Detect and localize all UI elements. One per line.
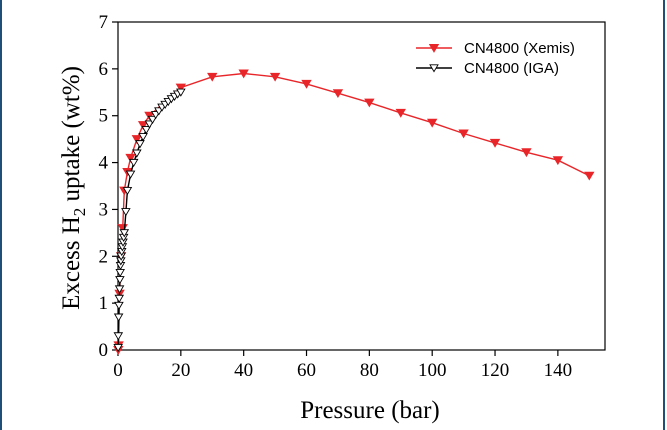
data-point: [269, 72, 281, 82]
x-tick-label: 20: [171, 360, 190, 381]
y-tick-label: 4: [99, 153, 109, 174]
data-point: [521, 148, 532, 158]
series-iga: [113, 88, 186, 353]
series-line: [117, 72, 590, 351]
legend-marker: [428, 44, 440, 53]
data-point: [364, 98, 375, 108]
x-axis-title: Pressure (bar): [300, 397, 440, 424]
data-point: [113, 344, 123, 353]
data-point: [489, 138, 501, 148]
y-axis-title-subscript: 2: [70, 208, 89, 217]
data-point: [332, 89, 344, 99]
data-point: [121, 208, 131, 217]
x-tick-label: 100: [418, 360, 447, 381]
data-point: [128, 158, 139, 168]
y-tick-label: 2: [99, 246, 109, 267]
x-tick-label: 140: [544, 360, 573, 381]
legend-label: CN4800 (IGA): [464, 60, 559, 77]
series-layer: [113, 69, 595, 355]
data-point: [147, 115, 158, 124]
series-xemis: [113, 69, 595, 355]
y-axis-title-part: Excess H: [58, 216, 85, 310]
y-tick-label: 7: [99, 12, 109, 33]
data-point: [113, 313, 124, 322]
y-tick-label: 5: [99, 106, 109, 127]
data-point: [114, 294, 125, 303]
y-tick-label: 3: [99, 199, 109, 220]
data-point: [584, 171, 595, 181]
legend: CN4800 (Xemis) CN4800 (IGA): [416, 40, 575, 77]
data-point: [119, 229, 130, 238]
legend-entry: CN4800 (IGA): [416, 60, 559, 77]
data-point: [238, 69, 249, 79]
legend-entry: CN4800 (Xemis): [416, 40, 575, 57]
data-point: [144, 120, 155, 129]
data-point: [138, 133, 148, 142]
data-point: [125, 153, 136, 163]
data-point: [426, 118, 438, 128]
data-point: [122, 187, 133, 196]
data-point: [207, 72, 218, 82]
data-point: [301, 79, 312, 89]
data-point: [115, 276, 125, 285]
x-tick-label: 60: [297, 360, 316, 381]
data-point: [175, 83, 187, 93]
plot-area-border: [117, 21, 606, 351]
y-tick-label: 6: [99, 59, 109, 80]
x-tick-label: 80: [360, 360, 379, 381]
series-line: [117, 91, 182, 348]
data-point: [113, 332, 124, 341]
data-point: [135, 140, 145, 149]
data-point: [115, 269, 125, 278]
data-point: [114, 301, 124, 310]
x-tick-label: 40: [234, 360, 253, 381]
data-point: [132, 149, 142, 158]
data-point: [137, 121, 149, 130]
data-point: [141, 126, 152, 135]
y-tick-label: 0: [99, 340, 109, 361]
data-point: [552, 156, 564, 166]
legend-marker: [429, 64, 439, 73]
legend-label: CN4800 (Xemis): [464, 40, 575, 57]
y-axis-title-part: uptake (wt%): [58, 66, 85, 208]
x-tick-label: 0: [113, 360, 123, 381]
y-axis-title: Excess H2 uptake (wt%): [58, 66, 89, 310]
data-point: [125, 170, 136, 179]
data-point: [176, 88, 186, 97]
data-point: [114, 285, 125, 294]
y-tick-label: 1: [99, 293, 109, 314]
data-point: [131, 135, 143, 144]
x-tick-label: 120: [481, 360, 510, 381]
data-point: [458, 129, 469, 139]
data-point: [395, 108, 406, 118]
